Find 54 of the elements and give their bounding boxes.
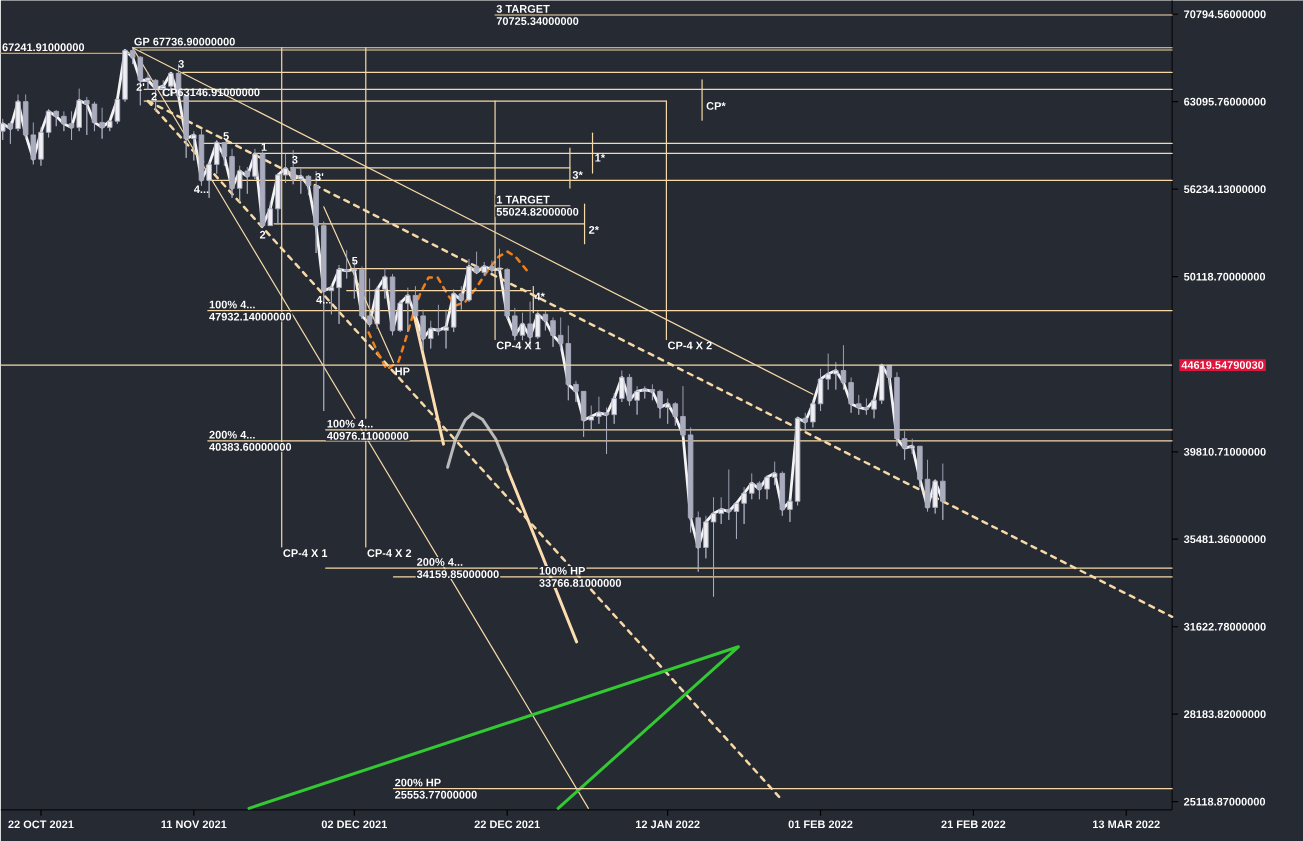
x-tick-label: 13 MAR 2022 bbox=[1093, 820, 1160, 829]
annotation: CP-4 X 2 bbox=[668, 341, 712, 350]
x-tick-label: 12 JAN 2022 bbox=[635, 820, 700, 829]
y-tick-label: 50118.70000000 bbox=[1183, 272, 1266, 281]
annotation: 1 bbox=[261, 143, 267, 151]
annotation: 34159.85000000 bbox=[416, 570, 499, 579]
annotation: 1* bbox=[595, 154, 606, 162]
annotation: HP bbox=[395, 367, 410, 376]
annotation: 33766.81000000 bbox=[539, 579, 622, 587]
y-tick-label: 56234.13000000 bbox=[1183, 185, 1266, 194]
y-tick-label: 31622.78000000 bbox=[1183, 622, 1266, 631]
annotation: 25553.77000000 bbox=[395, 790, 477, 799]
annotation: 3 TARGET bbox=[496, 5, 550, 13]
annotation: 200% 4... bbox=[209, 430, 255, 439]
annotation: 3 bbox=[178, 60, 184, 68]
annotation: 200% 4... bbox=[417, 558, 463, 566]
annotation: 47932.14000000 bbox=[209, 312, 292, 321]
annotation: 100% 4... bbox=[209, 300, 255, 309]
x-tick-label: 01 FEB 2022 bbox=[788, 820, 853, 829]
y-tick-label: 70794.56000000 bbox=[1184, 10, 1266, 19]
annotation: 2 bbox=[259, 230, 266, 239]
annotation: 3' bbox=[315, 173, 324, 181]
x-tick-label: 21 FEB 2022 bbox=[941, 820, 1006, 829]
annotation: 5 bbox=[352, 256, 358, 265]
y-tick-label: 63095.76000000 bbox=[1184, 97, 1266, 106]
annotation: 5 bbox=[223, 132, 229, 140]
annotation: 55024.82000000 bbox=[496, 207, 579, 216]
annotation: GP 67736.90000000 bbox=[134, 37, 235, 46]
annotation: 2* bbox=[589, 225, 599, 234]
y-tick-label: 28183.82000000 bbox=[1184, 710, 1266, 719]
annotation: 40976.11000000 bbox=[327, 432, 409, 440]
x-tick-label: 22 DEC 2021 bbox=[474, 820, 540, 829]
annotation: CP-4 X 1 bbox=[496, 341, 541, 350]
x-tick-label: 22 OCT 2021 bbox=[8, 820, 74, 829]
annotation: 67241.91000000 bbox=[2, 43, 85, 52]
annotation: CP-4 X 1 bbox=[283, 549, 328, 558]
annotation: 4* bbox=[534, 292, 545, 301]
x-tick-label: 11 NOV 2021 bbox=[161, 820, 227, 829]
annotation: 100% HP bbox=[539, 566, 585, 575]
ref-line-label: 44619.54790030 bbox=[1181, 361, 1264, 369]
annotation: 40383.60000000 bbox=[209, 443, 292, 451]
x-tick-label: 02 DEC 2021 bbox=[321, 820, 387, 829]
annotation: 4... bbox=[194, 185, 209, 194]
annotation: 3 bbox=[292, 155, 298, 164]
annotation: 3* bbox=[572, 171, 583, 179]
annotation: 100% 4... bbox=[327, 419, 373, 428]
y-tick-label: 25118.87000000 bbox=[1184, 797, 1266, 806]
annotation: 200% HP bbox=[395, 778, 441, 787]
y-tick-label: 35481.36000000 bbox=[1183, 535, 1266, 544]
annotation: CP* bbox=[706, 102, 726, 110]
annotation: CP-4 X 2 bbox=[367, 549, 412, 558]
annotation: 1 TARGET bbox=[496, 195, 550, 204]
y-tick-label: 39810.71000000 bbox=[1183, 447, 1266, 456]
annotation: 70725.34000000 bbox=[496, 17, 579, 26]
